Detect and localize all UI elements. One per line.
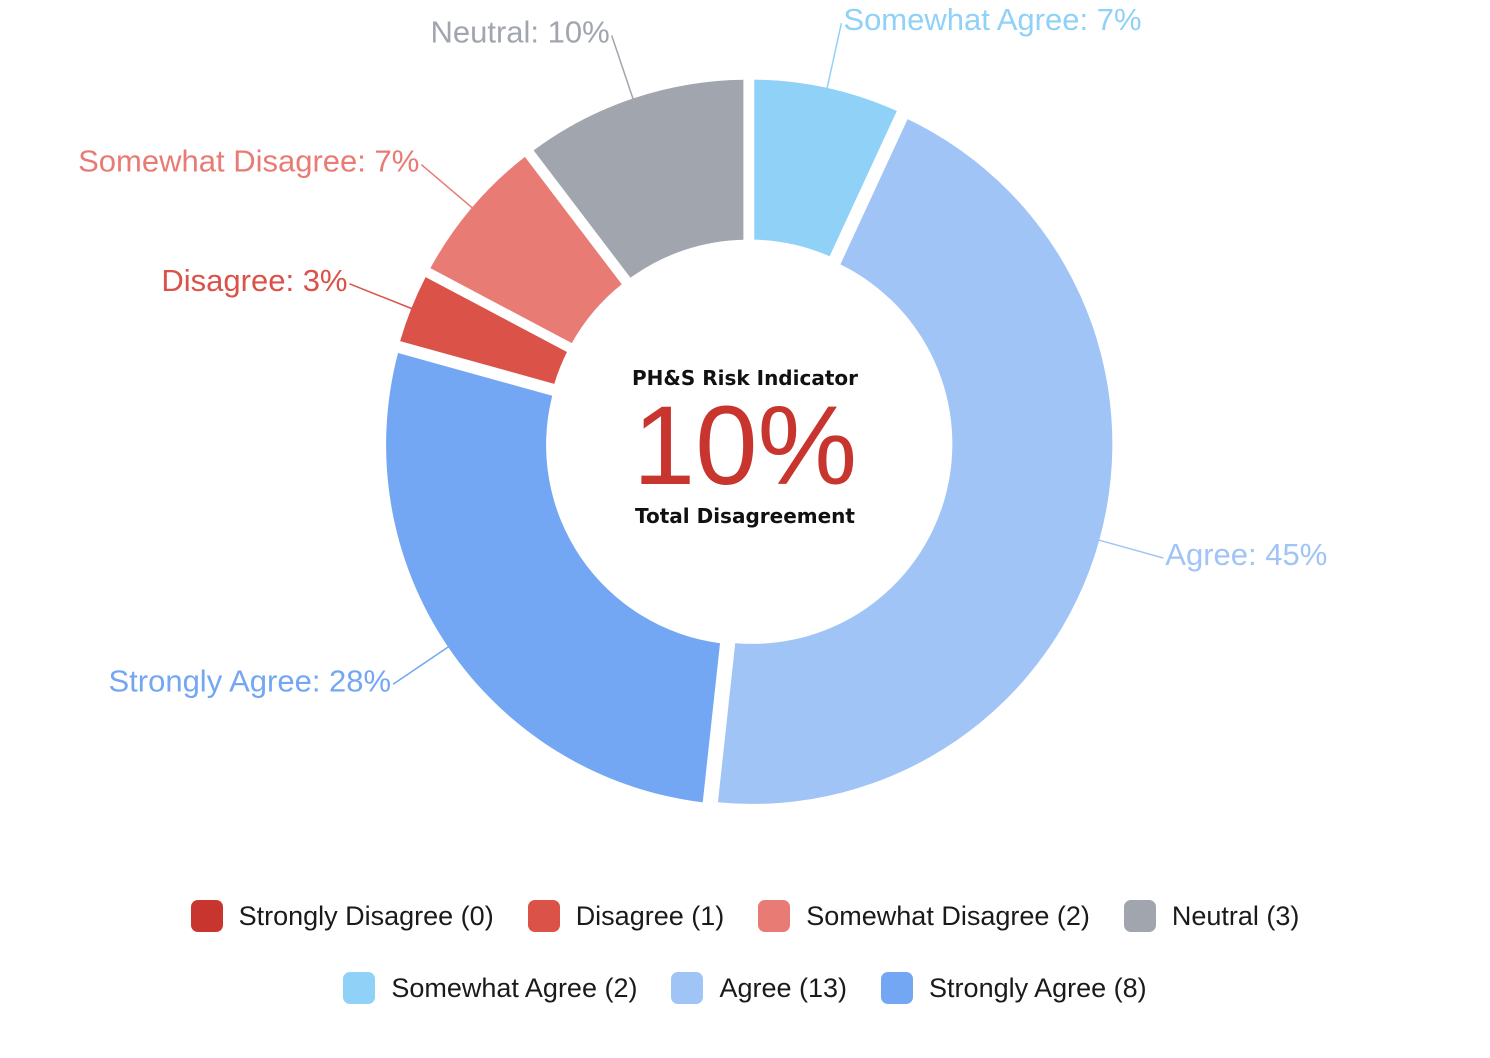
donut-slices (386, 79, 1113, 804)
legend-swatch (190, 900, 223, 932)
slice-label-somewhat-agree: Somewhat Agree: 7% (843, 2, 1141, 37)
slice-label-strongly-agree: Strongly Agree: 28% (108, 663, 391, 698)
legend-swatch (343, 972, 376, 1004)
slice-agree[interactable] (717, 119, 1113, 804)
leader-line-disagree (349, 283, 413, 310)
slice-neutral[interactable] (533, 79, 744, 278)
leader-line-strongly-agree (392, 645, 450, 685)
slice-somewhat-disagree[interactable] (430, 156, 622, 344)
legend-label: Somewhat Agree (2) (391, 972, 638, 1003)
donut-chart: Somewhat Agree: 7% Agree: 45% Strongly Agr… (78, 2, 1327, 804)
legend-swatch (758, 900, 791, 932)
legend-label: Disagree (1) (575, 900, 725, 931)
slice-label-somewhat-disagree: Somewhat Disagree: 7% (78, 144, 419, 179)
slice-somewhat-agree[interactable] (754, 79, 897, 257)
leader-line-somewhat-agree (826, 22, 843, 90)
legend-label: Somewhat Disagree (2) (806, 900, 1090, 931)
leader-line-agree (1097, 539, 1164, 559)
legend-swatch (1123, 900, 1156, 932)
label-leader-lines (349, 22, 1164, 685)
center-text: PH&S Risk Indicator 10% Total Disagreeme… (632, 366, 858, 528)
center-subtitle: Total Disagreement (635, 504, 855, 528)
slice-label-agree: Agree: 45% (1165, 537, 1327, 572)
slice-label-neutral: Neutral: 10% (430, 15, 609, 50)
legend-item-somewhat-agree[interactable]: Somewhat Agree (2) (343, 972, 637, 1004)
legend-item-somewhat-disagree[interactable]: Somewhat Disagree (2) (758, 900, 1090, 932)
slice-label-disagree: Disagree: 3% (161, 263, 347, 298)
legend-item-strongly-disagree[interactable]: Strongly Disagree (0) (190, 900, 494, 932)
legend-item-disagree[interactable]: Disagree (1) (527, 900, 725, 932)
legend-label: Neutral (3) (1171, 900, 1300, 931)
legend-item-agree[interactable]: Agree (13) (671, 972, 847, 1004)
legend-item-strongly-agree[interactable]: Strongly Agree (8) (881, 972, 1147, 1004)
legend-swatch (671, 972, 704, 1004)
legend-label: Strongly Disagree (0) (238, 900, 494, 931)
center-title: PH&S Risk Indicator (632, 366, 858, 390)
slice-labels: Somewhat Agree: 7% Agree: 45% Strongly Agr… (78, 2, 1327, 698)
legend-swatch (881, 972, 914, 1004)
legend-label: Agree (13) (719, 972, 848, 1003)
leader-line-somewhat-disagree (420, 164, 474, 210)
slice-strongly-agree[interactable] (386, 353, 721, 803)
leader-line-neutral (610, 35, 635, 101)
slice-disagree[interactable] (400, 277, 567, 384)
legend: Strongly Disagree (0) Disagree (1) Somew… (0, 880, 1490, 1024)
legend-swatch (527, 900, 560, 932)
legend-item-neutral[interactable]: Neutral (3) (1123, 900, 1300, 932)
center-value: 10% (633, 383, 857, 508)
legend-row: Strongly Disagree (0) Disagree (1) Somew… (0, 880, 1490, 952)
legend-row: Somewhat Agree (2) Agree (13) Strongly A… (0, 952, 1490, 1024)
legend-label: Strongly Agree (8) (929, 972, 1147, 1003)
